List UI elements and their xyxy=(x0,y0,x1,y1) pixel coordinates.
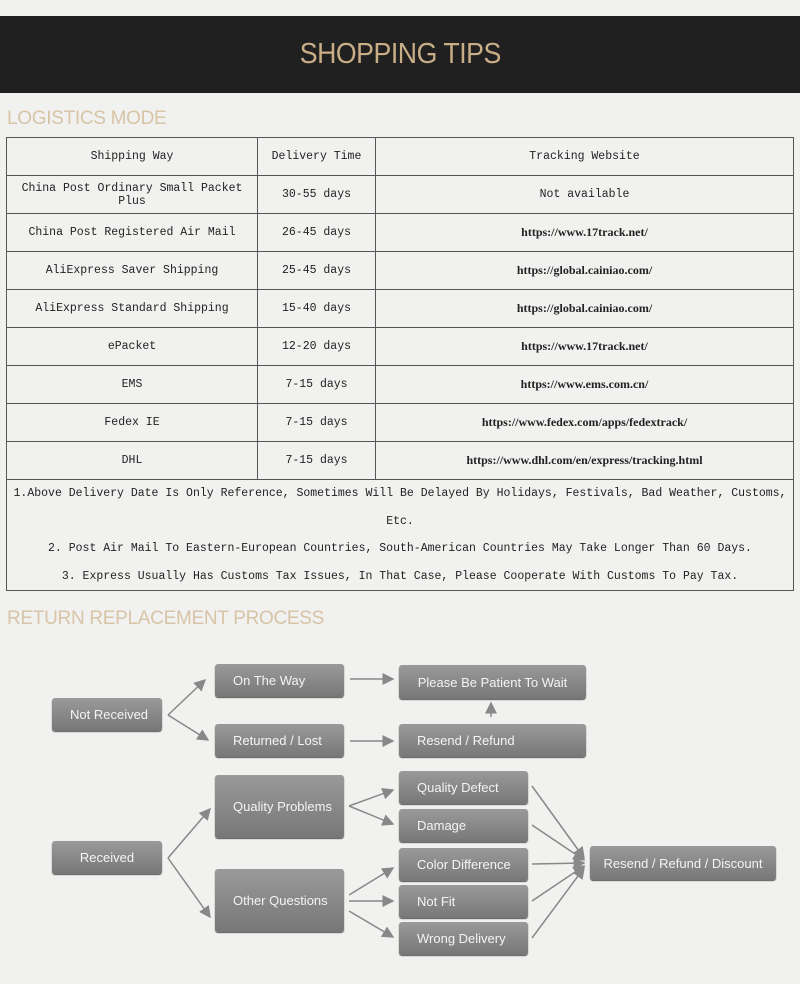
received-box: Received xyxy=(52,841,162,874)
notes-cell: 1.Above Delivery Date Is Only Reference,… xyxy=(6,479,794,591)
tracking-website-cell: https://global.cainiao.com/ xyxy=(375,251,794,290)
title-banner: SHOPPING TIPS xyxy=(0,16,800,93)
tracking-website-cell: Not available xyxy=(375,175,794,214)
table-row: DHL 7-15 days https://www.dhl.com/en/expre… xyxy=(6,441,794,480)
be-patient-box: Please Be Patient To Wait xyxy=(399,665,586,699)
on-the-way-box: On The Way xyxy=(215,664,344,697)
shipping-way-cell: China Post Registered Air Mail xyxy=(6,213,258,252)
table-row: EMS 7-15 days https://www.ems.com.cn/ xyxy=(6,365,794,404)
shipping-way-cell: Fedex IE xyxy=(6,403,258,442)
resend-refund-discount-box: Resend / Refund / Discount xyxy=(590,846,776,880)
wrong-delivery-box: Wrong Delivery xyxy=(399,922,528,955)
note: 2. Post Air Mail To Eastern-European Cou… xyxy=(48,542,752,555)
delivery-time-cell: 7-15 days xyxy=(257,365,376,404)
table-header: Shipping Way Delivery Time Tracking Webs… xyxy=(6,137,794,176)
logistics-heading: LOGISTICS MODE xyxy=(7,108,167,129)
table-row: AliExpress Standard Shipping 15-40 days ht… xyxy=(6,289,794,328)
other-questions-box: Other Questions xyxy=(215,869,344,932)
note: 1.Above Delivery Date Is Only Reference,… xyxy=(13,487,787,528)
tracking-website-cell: https://www.fedex.com/apps/fedextrack/ xyxy=(375,403,794,442)
table-row: ePacket 12-20 days https://www.17track.net… xyxy=(6,327,794,366)
delivery-time-cell: 30-55 days xyxy=(257,175,376,214)
delivery-time-cell: 15-40 days xyxy=(257,289,376,328)
process-heading: RETURN REPLACEMENT PROCESS xyxy=(7,608,325,629)
tracking-website-cell: https://www.dhl.com/en/express/tracking.… xyxy=(375,441,794,480)
note: 3. Express Usually Has Customs Tax Issue… xyxy=(61,569,739,583)
damage-box: Damage xyxy=(399,809,528,842)
returned-lost-box: Returned / Lost xyxy=(215,724,344,757)
tracking-website-cell: https://www.ems.com.cn/ xyxy=(375,365,794,404)
not-received-box: Not Received xyxy=(52,698,162,731)
column-header: Delivery Time xyxy=(257,137,376,176)
shipping-way-cell: EMS xyxy=(6,365,258,404)
column-header: Shipping Way xyxy=(6,137,258,176)
column-header: Tracking Website xyxy=(375,137,794,176)
color-difference-box: Color Difference xyxy=(399,848,528,881)
tracking-website-cell: https://global.cainiao.com/ xyxy=(375,289,794,328)
shipping-way-cell: AliExpress Standard Shipping xyxy=(6,289,258,328)
table-row: AliExpress Saver Shipping 25-45 days https… xyxy=(6,251,794,290)
not-fit-box: Not Fit xyxy=(399,885,528,918)
tracking-website-cell: https://www.17track.net/ xyxy=(375,213,794,252)
quality-problems-box: Quality Problems xyxy=(215,775,344,838)
shipping-way-cell: China Post Ordinary Small Packet Plus xyxy=(6,175,258,214)
quality-defect-box: Quality Defect xyxy=(399,771,528,804)
logistics-table: Shipping Way Delivery Time Tracking Webs… xyxy=(6,137,794,591)
resend-refund-box: Resend / Refund xyxy=(399,724,586,757)
delivery-time-cell: 7-15 days xyxy=(257,441,376,480)
page-title: SHOPPING TIPS xyxy=(299,38,501,70)
table-row: China Post Ordinary Small Packet Plus 30-… xyxy=(6,175,794,214)
table-row: China Post Registered Air Mail 26-45 days… xyxy=(6,213,794,252)
delivery-time-cell: 12-20 days xyxy=(257,327,376,366)
